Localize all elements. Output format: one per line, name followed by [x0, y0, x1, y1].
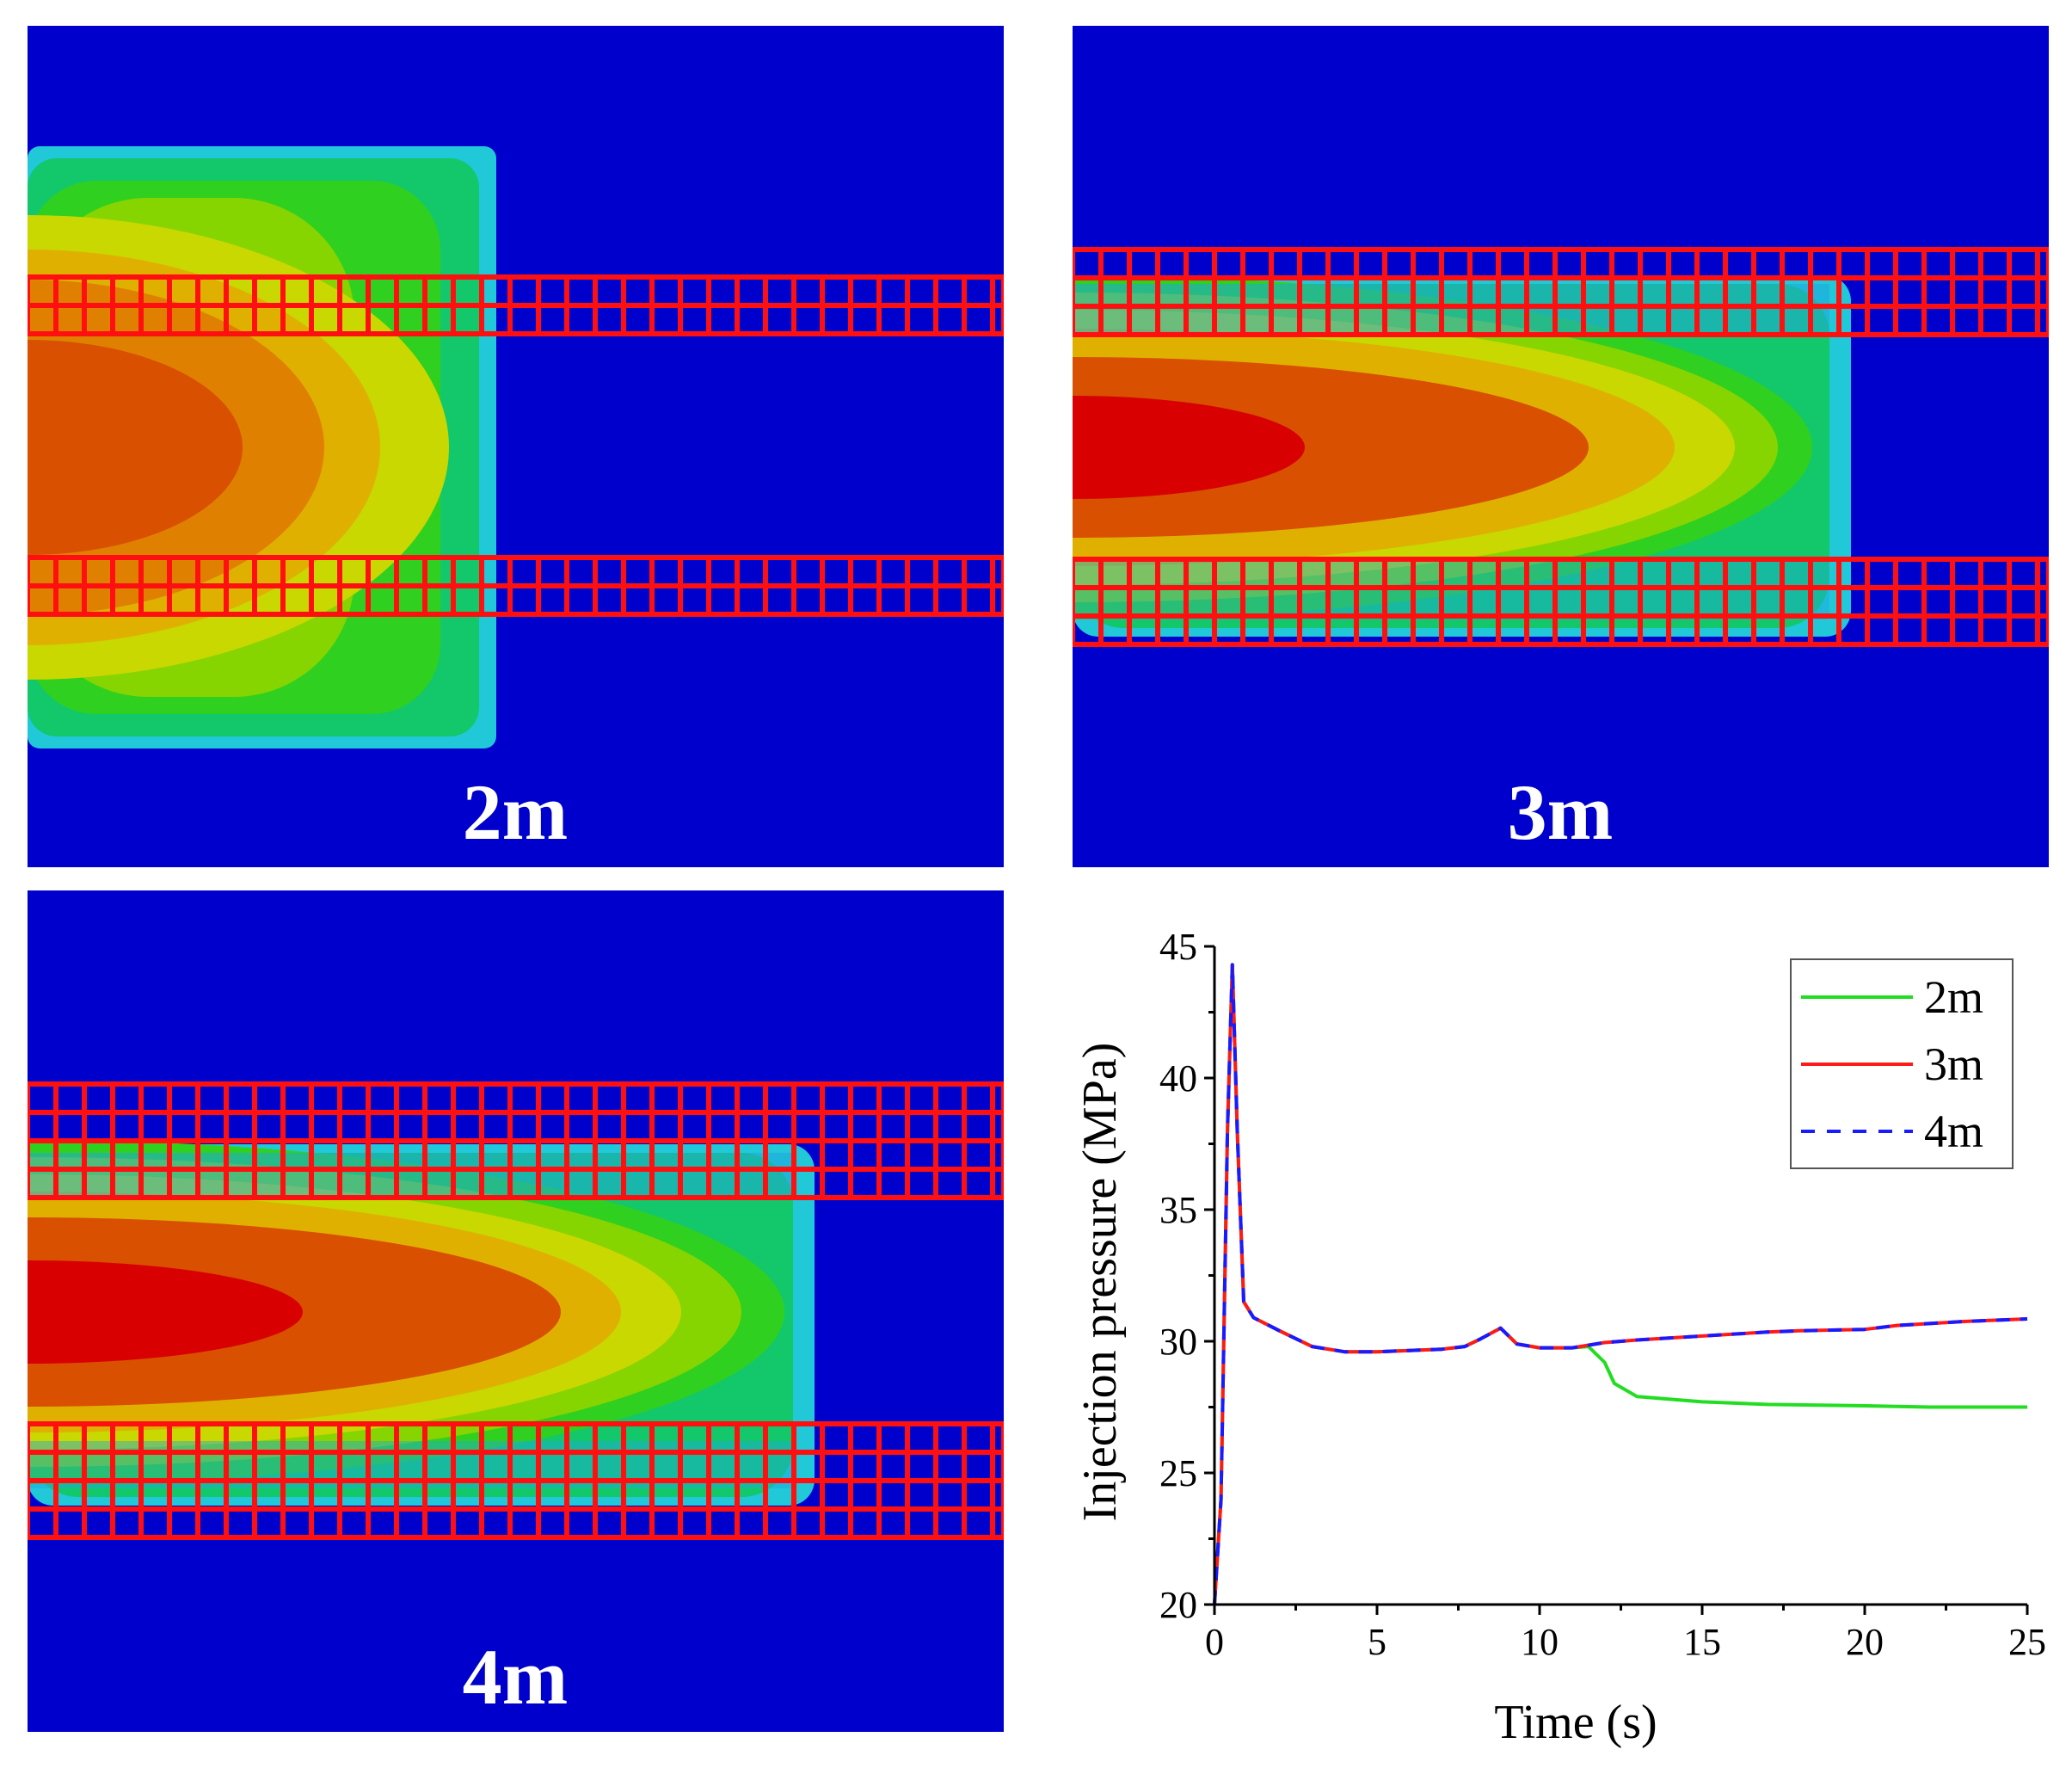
series-line-4m [1213, 963, 2028, 1605]
x-axis-label: Time (s) [1494, 1696, 1657, 1749]
fracture-grid [28, 274, 1004, 617]
contour-panel-4m: 4m [28, 890, 1004, 1732]
panel-label: 4m [463, 1633, 569, 1721]
contour-panel-3m: 3m [1073, 26, 2049, 867]
y-tick-label: 35 [1159, 1189, 1197, 1231]
y-tick-label: 40 [1159, 1057, 1197, 1100]
x-tick-label: 20 [1846, 1621, 1884, 1663]
x-tick-label: 0 [1205, 1621, 1224, 1663]
contour-panel-2m: 2m [28, 26, 1004, 867]
pressure-contour [1073, 275, 1851, 637]
legend-label-2m: 2m [1924, 971, 1983, 1023]
pressure-contour [28, 146, 496, 748]
fracture-grid [28, 1081, 1004, 1540]
pressure-contour [28, 1140, 815, 1506]
x-tick-label: 15 [1683, 1621, 1721, 1663]
x-tick-label: 5 [1368, 1621, 1386, 1663]
injection-pressure-chart: 0 5 10 15 20 25 20 25 30 35 40 45 Time (s) Injectio… [1073, 926, 2046, 1749]
y-axis-label: Injection pressure (MPa) [1073, 1043, 1127, 1522]
panel-label: 3m [1508, 768, 1614, 856]
x-tick-label: 10 [1521, 1621, 1559, 1663]
y-tick-label: 45 [1159, 926, 1197, 968]
legend: 2m 3m 4m [1790, 958, 2014, 1169]
y-tick-label: 20 [1159, 1584, 1197, 1626]
legend-label-3m: 3m [1924, 1038, 1983, 1090]
legend-label-4m: 4m [1924, 1106, 1983, 1157]
y-tick-label: 25 [1159, 1452, 1197, 1494]
fracture-grid [1073, 247, 2049, 647]
y-tick-label: 30 [1159, 1321, 1197, 1363]
x-tick-label: 25 [2008, 1621, 2046, 1663]
panel-label: 2m [463, 768, 569, 856]
